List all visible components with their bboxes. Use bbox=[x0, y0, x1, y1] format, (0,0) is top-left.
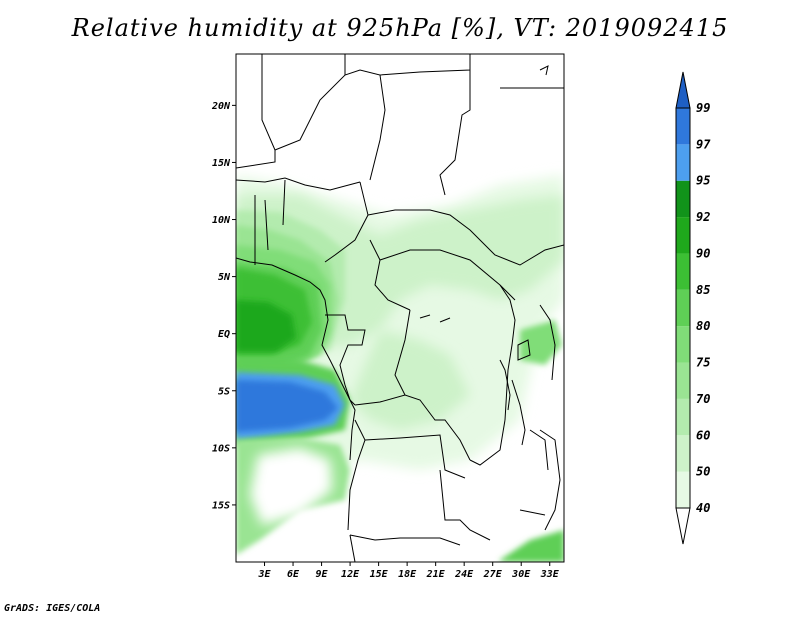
lon-tick-label: 18E bbox=[398, 569, 417, 580]
colorbar-frame bbox=[675, 107, 691, 509]
colorbar-label: 97 bbox=[696, 137, 711, 151]
colorbar-label: 50 bbox=[696, 465, 710, 479]
lon-tick-label: 21E bbox=[426, 569, 446, 580]
country-borders bbox=[236, 54, 564, 562]
coastlines-and-lakes bbox=[236, 65, 549, 471]
latitude-axis: 20N 15N 10N 5N EQ 5S 10S 15S bbox=[211, 101, 236, 511]
lon-tick-label: 9E bbox=[316, 569, 329, 580]
lat-tick-label: 10N bbox=[212, 215, 231, 226]
lat-tick-label: 5S bbox=[218, 386, 230, 397]
lon-tick-label: 15E bbox=[370, 569, 389, 580]
colorbar-segment bbox=[676, 180, 690, 218]
colorbar-label: 40 bbox=[696, 501, 710, 515]
colorbar-label: 90 bbox=[696, 246, 710, 260]
lon-tick-label: 33E bbox=[540, 569, 560, 580]
colorbar-label: 95 bbox=[696, 174, 710, 188]
lat-tick-label: 15N bbox=[212, 158, 231, 169]
colorbar-label: 92 bbox=[696, 210, 710, 224]
colorbar-segment bbox=[676, 326, 690, 363]
lat-tick-label: 20N bbox=[211, 101, 231, 112]
colorbar-label: 60 bbox=[696, 428, 710, 442]
lon-tick-label: 3E bbox=[257, 569, 271, 580]
colorbar-segment bbox=[676, 398, 690, 436]
colorbar-label: 85 bbox=[696, 283, 710, 297]
colorbar-segment bbox=[676, 108, 690, 145]
colorbar-label: 70 bbox=[696, 392, 710, 406]
humidity-field bbox=[236, 175, 564, 562]
lat-tick-label: 15S bbox=[212, 500, 230, 511]
colorbar-segment bbox=[676, 217, 690, 254]
lon-tick-label: 24E bbox=[454, 569, 474, 580]
lat-tick-label: EQ bbox=[218, 329, 230, 340]
colorbar-label: 80 bbox=[696, 319, 710, 333]
lon-tick-label: 12E bbox=[341, 569, 360, 580]
lat-tick-label: 5N bbox=[218, 272, 231, 283]
lat-tick-label: 10S bbox=[212, 443, 230, 454]
colorbar-max-triangle bbox=[675, 71, 691, 109]
colorbar-segment bbox=[676, 144, 690, 181]
colorbar: 40 50 60 70 75 80 85 90 92 95 97 99 bbox=[675, 71, 711, 545]
colorbar-label: 99 bbox=[696, 101, 710, 115]
colorbar-segment bbox=[676, 362, 690, 399]
longitude-axis: 3E 6E 9E 12E 15E 18E 21E 24E 27E 30E 33E bbox=[257, 562, 560, 580]
map-title: Relative humidity at 925hPa [%], VT: 201… bbox=[71, 14, 729, 42]
colorbar-segment bbox=[676, 253, 690, 290]
plot-frame bbox=[235, 53, 565, 563]
lon-tick-label: 27E bbox=[483, 569, 503, 580]
grads-credit: GrADS: IGES/COLA bbox=[4, 603, 101, 614]
colorbar-min-triangle bbox=[675, 507, 691, 545]
colorbar-segment bbox=[676, 471, 690, 508]
lon-tick-label: 30E bbox=[511, 569, 531, 580]
lon-tick-label: 6E bbox=[287, 569, 300, 580]
colorbar-label: 75 bbox=[696, 356, 710, 370]
colorbar-segment bbox=[676, 289, 690, 327]
colorbar-segment bbox=[676, 435, 690, 472]
